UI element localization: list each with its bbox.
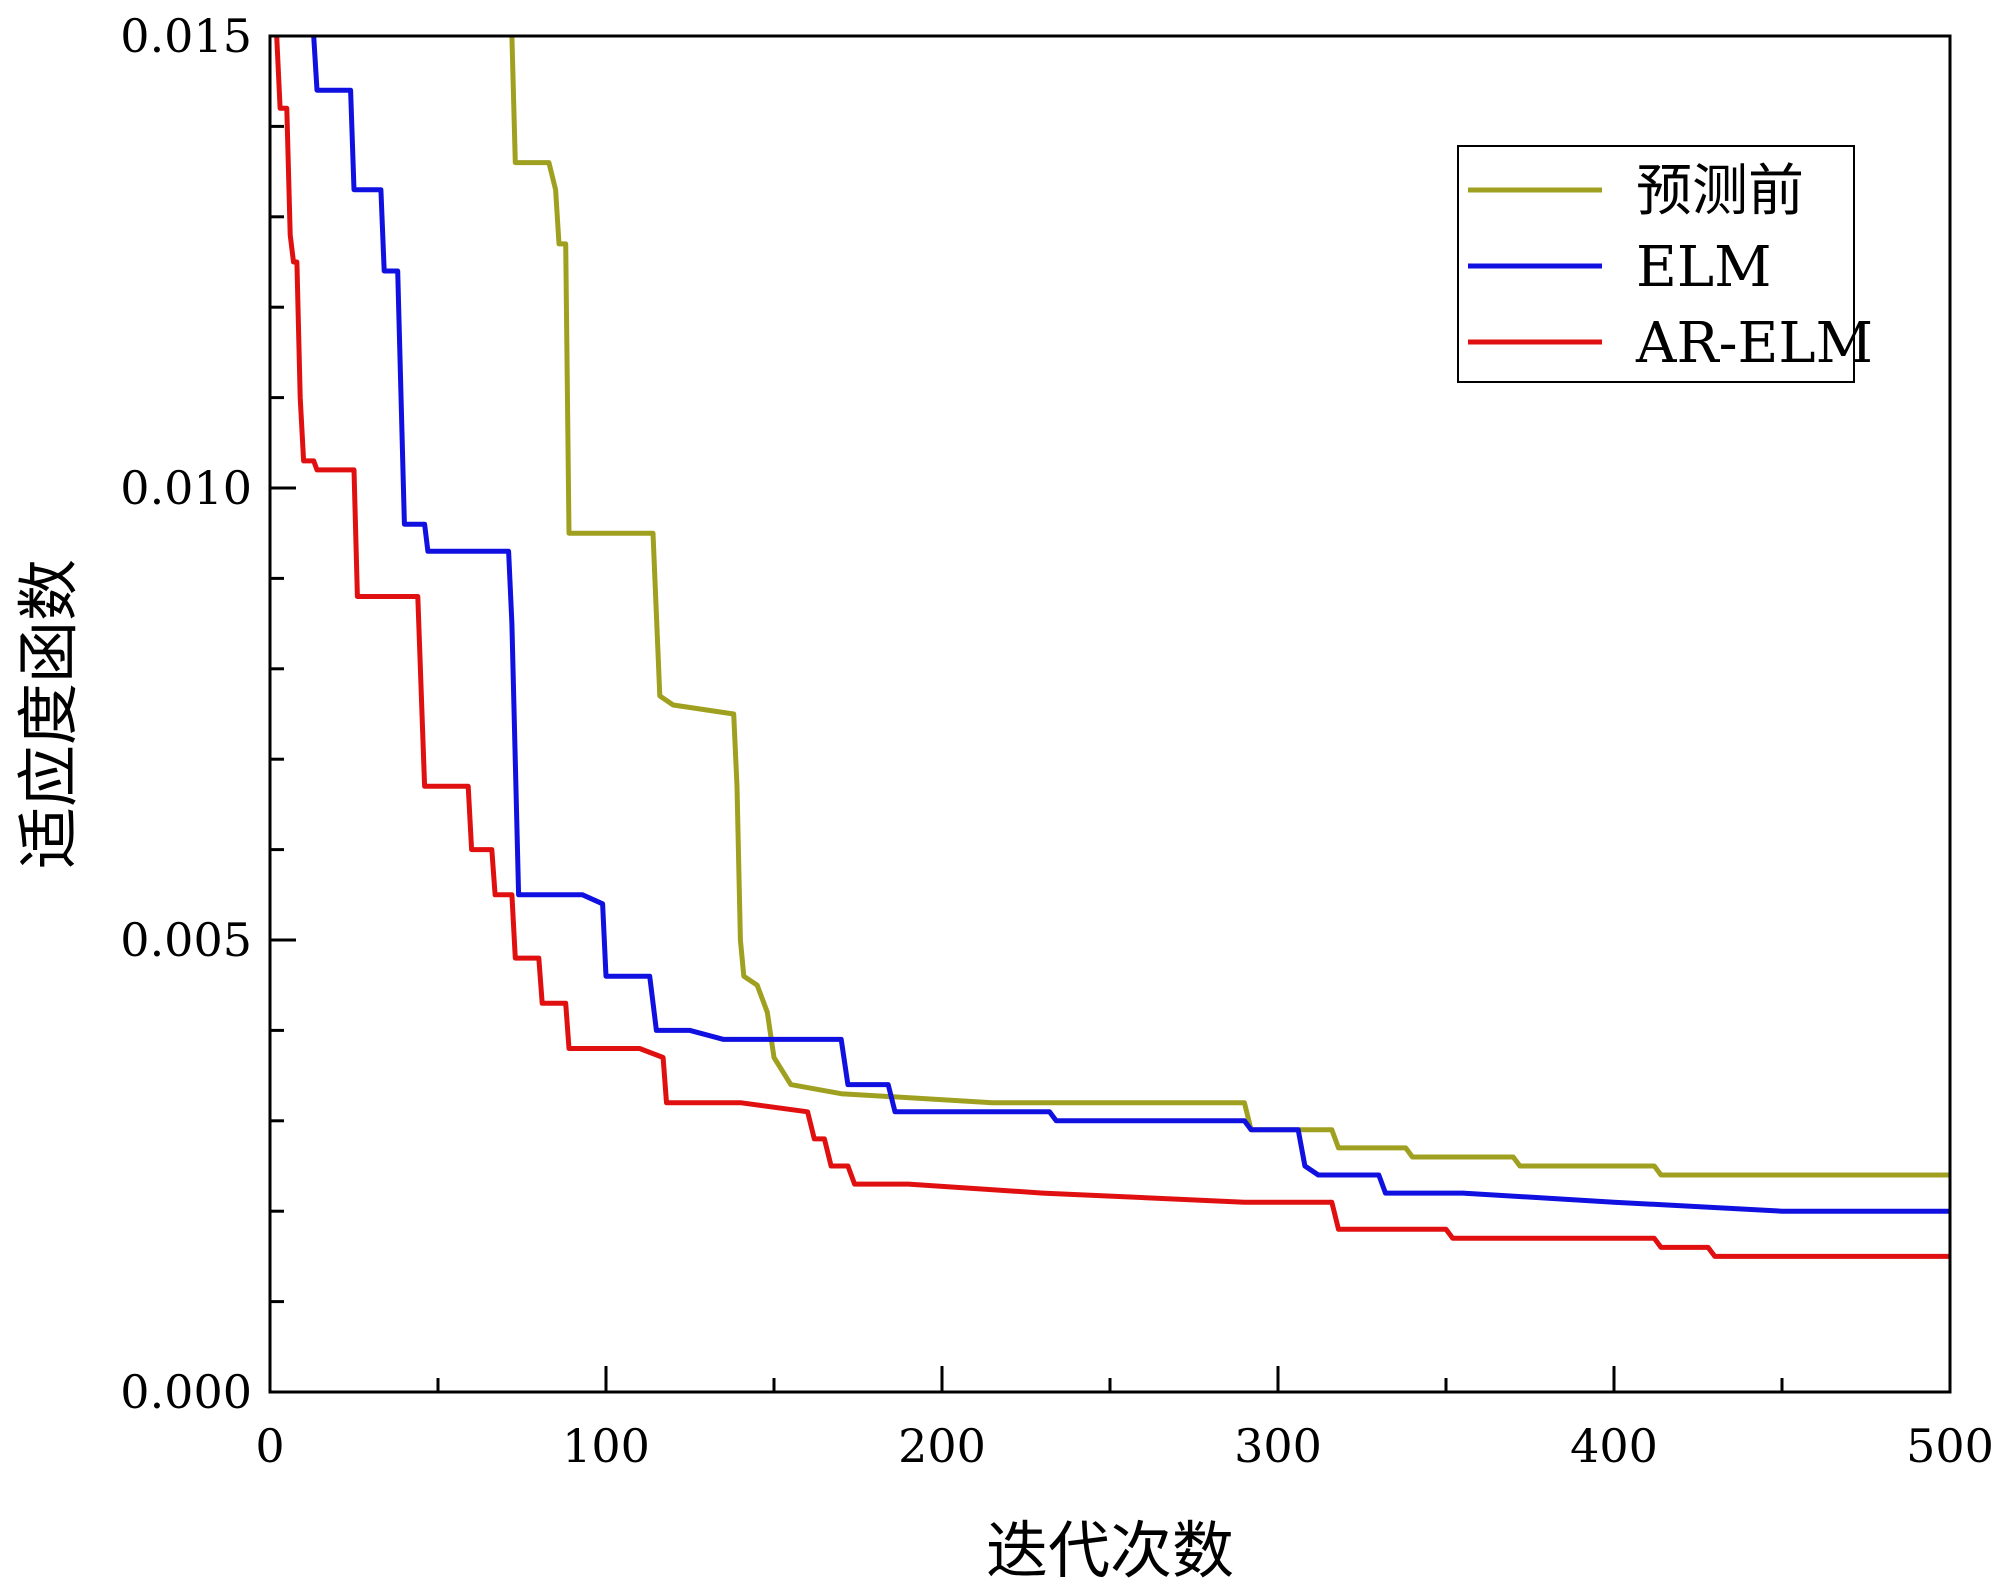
x-tick-label: 300 — [1234, 1419, 1322, 1473]
x-tick-label: 400 — [1570, 1419, 1658, 1473]
x-tick-label: 200 — [898, 1419, 986, 1473]
y-axis-title: 适应度函数 — [12, 559, 85, 869]
legend-label-1: ELM — [1636, 235, 1771, 300]
x-axis-title: 迭代次数 — [986, 1514, 1234, 1587]
series-line-2 — [274, 36, 1950, 1259]
y-tick-label: 0.015 — [120, 9, 252, 63]
legend-label-2: AR-ELM — [1635, 311, 1873, 376]
y-tick-label: 0.000 — [120, 1365, 252, 1419]
x-tick-label: 0 — [255, 1419, 284, 1473]
series-layer — [274, 36, 1950, 1259]
y-tick-label: 0.005 — [120, 913, 252, 967]
series-line-0 — [509, 36, 1950, 1178]
legend: 预测前 ELM AR-ELM — [1457, 145, 1873, 383]
y-tick-label: 0.010 — [120, 461, 252, 515]
x-tick-label: 500 — [1906, 1419, 1994, 1473]
series-line-1 — [311, 36, 1950, 1214]
legend-label-0: 预测前 — [1636, 159, 1804, 224]
tick-layer: 0 100 200 300 400 500 0.000 0.005 0.010 0.015 — [120, 9, 1994, 1473]
x-tick-label: 100 — [562, 1419, 650, 1473]
